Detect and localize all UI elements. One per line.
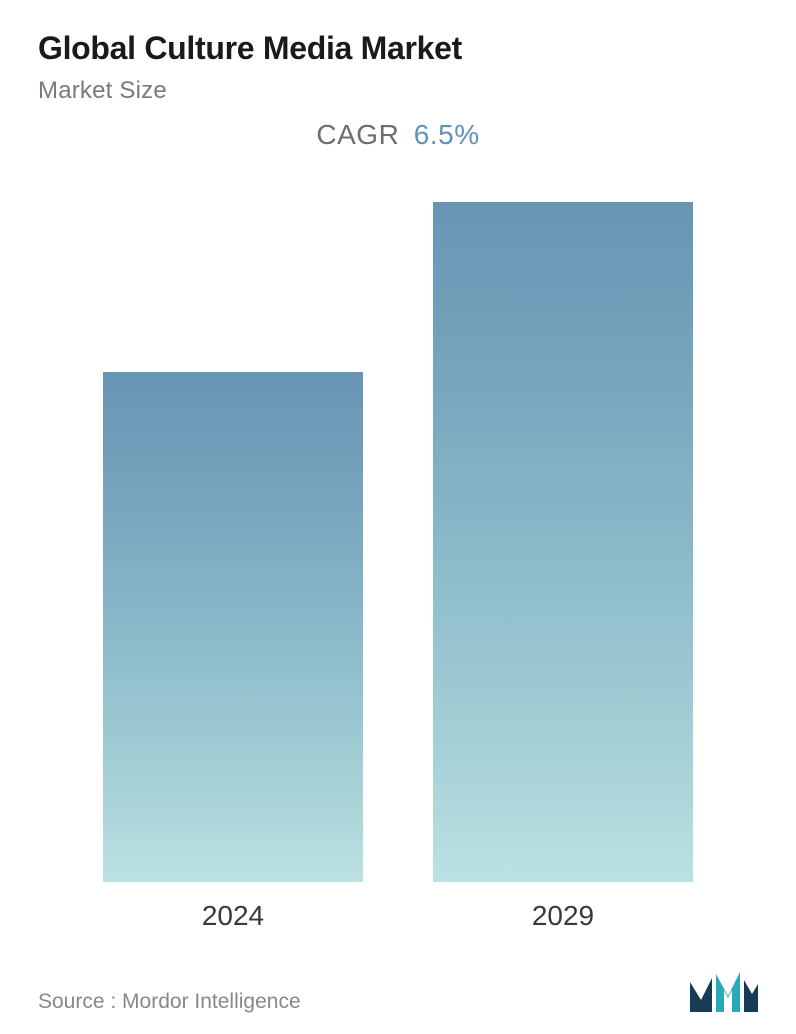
chart-title: Global Culture Media Market xyxy=(38,30,758,67)
bar-1 xyxy=(433,202,693,882)
bar-group-0: 2024 xyxy=(103,372,363,932)
bar-0 xyxy=(103,372,363,882)
chart-area: 2024 2029 xyxy=(38,191,758,932)
bar-label-0: 2024 xyxy=(202,900,264,932)
cagr-value: 6.5% xyxy=(414,119,480,150)
bar-group-1: 2029 xyxy=(433,202,693,932)
cagr-label: CAGR xyxy=(316,119,399,150)
bar-label-1: 2029 xyxy=(532,900,594,932)
chart-subtitle: Market Size xyxy=(38,77,758,105)
brand-logo-icon xyxy=(688,972,758,1014)
source-text: Source : Mordor Intelligence xyxy=(38,990,301,1014)
cagr-row: CAGR 6.5% xyxy=(38,119,758,151)
footer: Source : Mordor Intelligence xyxy=(38,962,758,1014)
chart-container: Global Culture Media Market Market Size … xyxy=(0,0,796,1034)
